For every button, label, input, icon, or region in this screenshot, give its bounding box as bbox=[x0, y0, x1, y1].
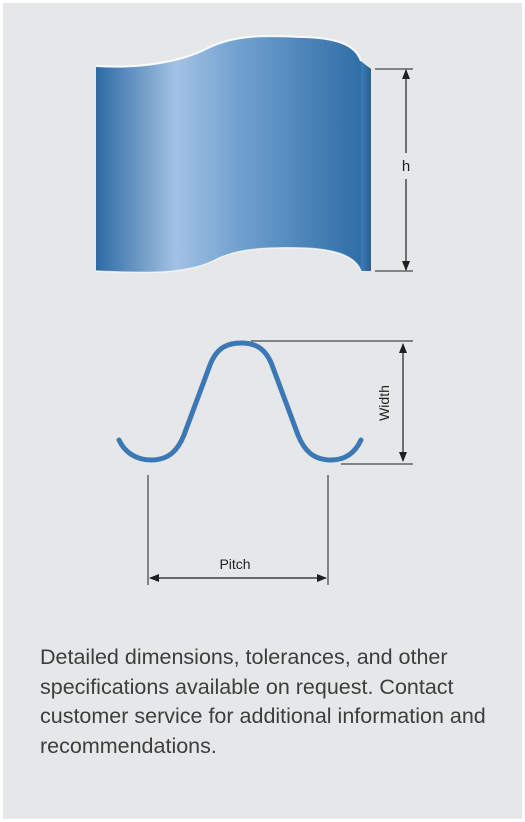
height-label: h bbox=[402, 158, 410, 175]
spec-card: h Width Pitch Detailed dimensions, toler… bbox=[3, 3, 522, 819]
wave-profile bbox=[116, 340, 364, 463]
corrugated-sheet bbox=[95, 35, 371, 274]
sheet-bottom-edge bbox=[95, 247, 362, 274]
pitch-label: Pitch bbox=[219, 556, 250, 572]
height-dimension: h bbox=[375, 68, 413, 272]
sheet-side-edge bbox=[361, 61, 371, 271]
sheet-front-face bbox=[96, 36, 361, 273]
width-dimension: Width bbox=[251, 340, 413, 465]
sheet-top-edge bbox=[95, 35, 362, 68]
pitch-dimension: Pitch bbox=[147, 475, 329, 585]
specification-note: Detailed dimensions, tolerances, and oth… bbox=[40, 645, 486, 758]
width-label: Width bbox=[376, 385, 392, 421]
wave-spring-diagram: h Width Pitch bbox=[95, 35, 413, 585]
